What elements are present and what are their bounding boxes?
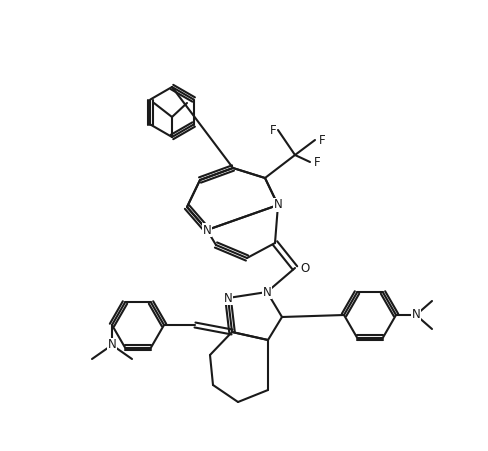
Text: N: N [224,291,232,304]
Text: N: N [274,198,283,212]
Text: F: F [270,124,276,137]
Text: N: N [263,285,271,299]
Text: N: N [108,339,116,351]
Text: F: F [319,133,325,147]
Text: O: O [301,262,309,275]
Text: N: N [411,308,420,322]
Text: F: F [314,156,320,169]
Text: N: N [203,224,211,236]
